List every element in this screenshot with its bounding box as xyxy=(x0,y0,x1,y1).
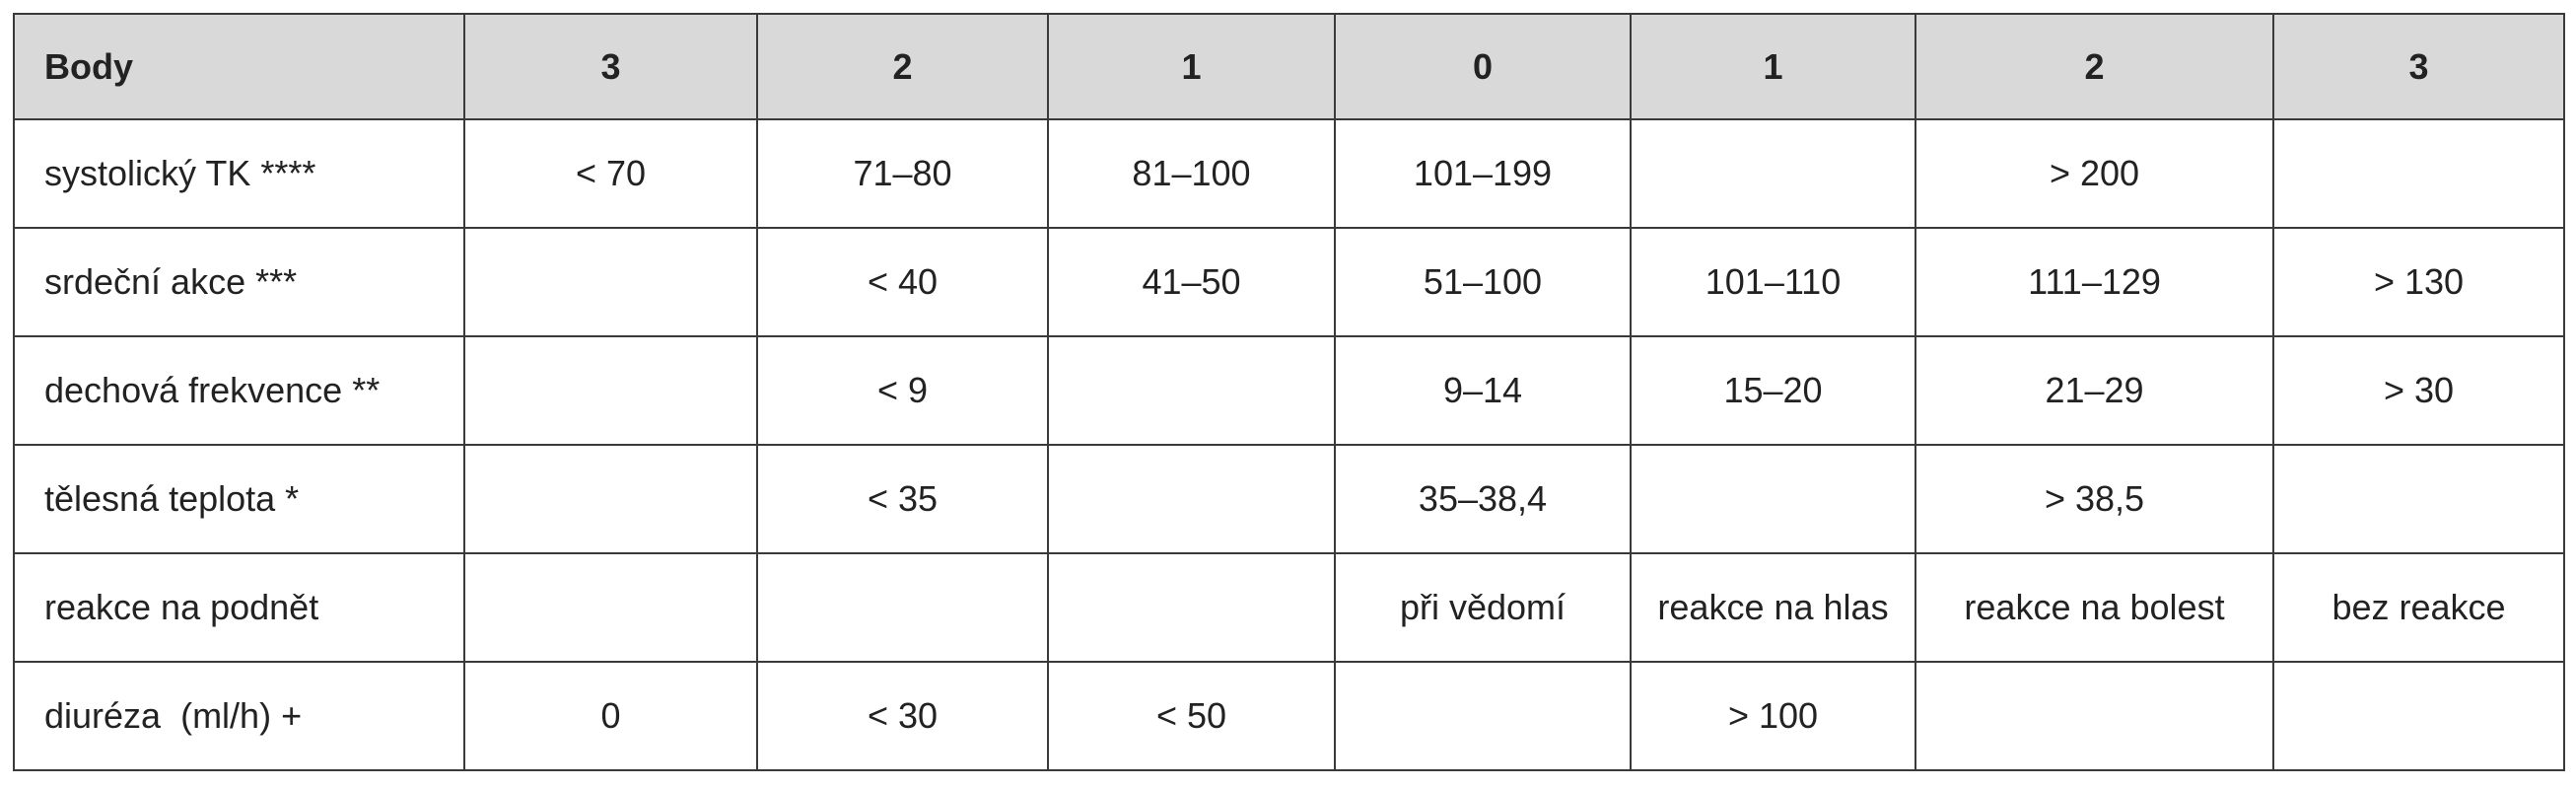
cell xyxy=(463,444,758,554)
cell xyxy=(1047,335,1336,446)
header-cell: 2 xyxy=(1915,13,2274,120)
table-row: dechová frekvence ** < 9 9–14 15–20 21–29 > 3… xyxy=(13,335,2565,446)
cell xyxy=(1334,661,1632,771)
cell: 111–129 xyxy=(1915,227,2274,337)
cell: 81–100 xyxy=(1047,118,1336,229)
header-cell: 3 xyxy=(2272,13,2565,120)
row-label: dechová frekvence ** xyxy=(13,335,465,446)
row-label: srdeční akce *** xyxy=(13,227,465,337)
cell xyxy=(463,335,758,446)
row-label: systolický TK **** xyxy=(13,118,465,229)
cell xyxy=(463,227,758,337)
cell xyxy=(463,552,758,663)
header-cell: 3 xyxy=(463,13,758,120)
cell xyxy=(1630,444,1916,554)
cell: > 38,5 xyxy=(1915,444,2274,554)
cell: 71–80 xyxy=(756,118,1049,229)
table-row: srdeční akce *** < 40 41–50 51–100 101–110 11… xyxy=(13,227,2565,337)
cell: při vědomí xyxy=(1334,552,1632,663)
header-row: Body 3 2 1 0 1 2 3 xyxy=(13,13,2565,120)
cell xyxy=(1915,661,2274,771)
cell: 41–50 xyxy=(1047,227,1336,337)
table-row: reakce na podnět při vědomí reakce na hlas… xyxy=(13,552,2565,663)
cell: 21–29 xyxy=(1915,335,2274,446)
cell xyxy=(1047,552,1336,663)
cell: 0 xyxy=(463,661,758,771)
cell: 101–199 xyxy=(1334,118,1632,229)
score-table: Body 3 2 1 0 1 2 3 systolický TK **** < 70 71–80 8… xyxy=(13,13,2565,771)
cell: < 30 xyxy=(756,661,1049,771)
cell xyxy=(2272,444,2565,554)
cell: bez reakce xyxy=(2272,552,2565,663)
cell: reakce na hlas xyxy=(1630,552,1916,663)
table-wrap: Body 3 2 1 0 1 2 3 systolický TK **** < 70 71–80 8… xyxy=(13,13,2565,771)
row-label: reakce na podnět xyxy=(13,552,465,663)
cell xyxy=(756,552,1049,663)
row-label: diuréza (ml/h) + xyxy=(13,661,465,771)
table-row: tělesná teplota * < 35 35–38,4 > 38,5 xyxy=(13,444,2565,554)
cell xyxy=(2272,118,2565,229)
row-label: tělesná teplota * xyxy=(13,444,465,554)
cell: 9–14 xyxy=(1334,335,1632,446)
header-cell: 1 xyxy=(1630,13,1916,120)
cell: < 35 xyxy=(756,444,1049,554)
cell: 101–110 xyxy=(1630,227,1916,337)
cell: > 200 xyxy=(1915,118,2274,229)
table-body: systolický TK **** < 70 71–80 81–100 101–199… xyxy=(13,118,2565,771)
cell xyxy=(1630,118,1916,229)
table-row: systolický TK **** < 70 71–80 81–100 101–199… xyxy=(13,118,2565,229)
cell: 35–38,4 xyxy=(1334,444,1632,554)
cell: 51–100 xyxy=(1334,227,1632,337)
cell: < 70 xyxy=(463,118,758,229)
table-row: diuréza (ml/h) +0 < 30 < 50 > 100 xyxy=(13,661,2565,771)
cell: > 100 xyxy=(1630,661,1916,771)
cell xyxy=(1047,444,1336,554)
header-cell: Body xyxy=(13,13,465,120)
cell xyxy=(2272,661,2565,771)
cell: < 9 xyxy=(756,335,1049,446)
header-cell: 1 xyxy=(1047,13,1336,120)
cell: < 40 xyxy=(756,227,1049,337)
cell: > 30 xyxy=(2272,335,2565,446)
cell: 15–20 xyxy=(1630,335,1916,446)
header-cell: 2 xyxy=(756,13,1049,120)
cell: > 130 xyxy=(2272,227,2565,337)
cell: reakce na bolest xyxy=(1915,552,2274,663)
cell: < 50 xyxy=(1047,661,1336,771)
header-cell: 0 xyxy=(1334,13,1632,120)
